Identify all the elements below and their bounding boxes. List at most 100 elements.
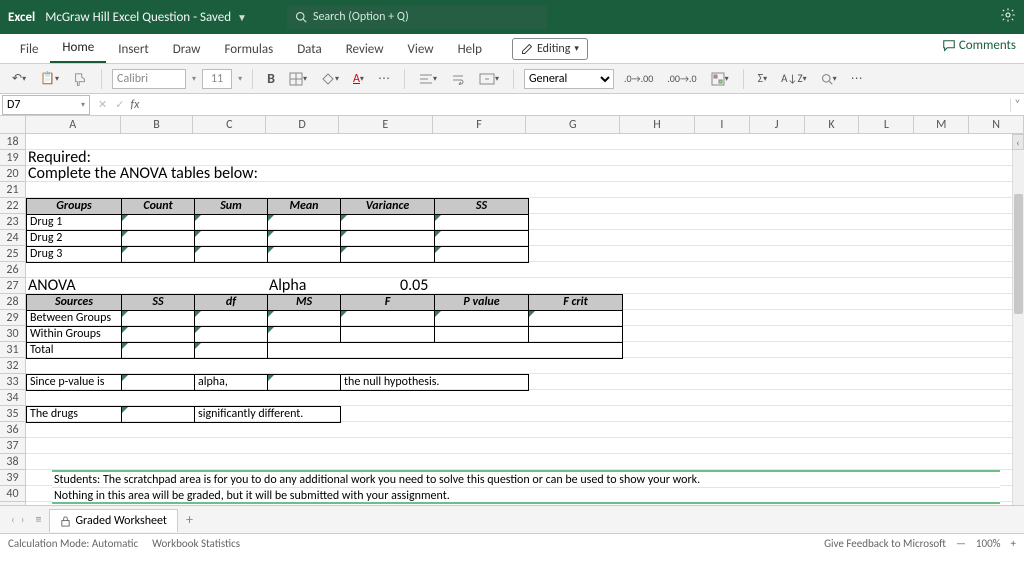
row-header[interactable]: 31 <box>0 342 26 358</box>
font-color-button[interactable]: A▾ <box>349 70 368 88</box>
fill-color-button[interactable]: ▾ <box>317 70 343 88</box>
zoom-in[interactable]: + <box>1011 537 1016 550</box>
column-header[interactable]: A <box>26 116 121 133</box>
table-cell[interactable] <box>268 311 341 327</box>
increase-decimal-button[interactable]: .00→.0 <box>663 70 700 87</box>
wrap-button[interactable] <box>447 71 469 87</box>
column-header[interactable]: K <box>805 116 860 133</box>
table-cell[interactable] <box>195 311 268 327</box>
formula-input[interactable] <box>145 95 1010 115</box>
calc-mode[interactable]: Calculation Mode: Automatic <box>8 537 138 550</box>
merge-button[interactable]: ▾ <box>475 71 503 87</box>
row-header[interactable]: 41 <box>0 502 26 505</box>
row-header[interactable]: 36 <box>0 422 26 438</box>
table-cell[interactable] <box>268 375 341 391</box>
tab-insert[interactable]: Insert <box>106 36 161 63</box>
find-button[interactable]: ▾ <box>817 71 841 87</box>
comments-button[interactable]: Comments <box>942 38 1016 53</box>
table-cell[interactable] <box>435 327 529 343</box>
borders-button[interactable]: ▾ <box>285 70 311 88</box>
table-cell[interactable] <box>122 231 195 247</box>
row-header[interactable]: 19 <box>0 150 26 166</box>
column-header[interactable]: D <box>266 116 339 133</box>
column-header[interactable]: M <box>914 116 969 133</box>
editing-mode-button[interactable]: Editing▾ <box>512 38 588 60</box>
row-header[interactable]: 32 <box>0 358 26 374</box>
row-header[interactable]: 26 <box>0 262 26 278</box>
table-cell[interactable] <box>341 215 435 231</box>
table-cell[interactable] <box>435 215 529 231</box>
column-header[interactable]: F <box>433 116 527 133</box>
row-header[interactable]: 28 <box>0 294 26 310</box>
number-format-select[interactable]: General <box>524 69 614 89</box>
row-header[interactable]: 34 <box>0 390 26 406</box>
font-size-input[interactable] <box>202 69 232 89</box>
fx-icon[interactable]: fx <box>130 98 139 112</box>
row-header[interactable]: 25 <box>0 246 26 262</box>
doc-name[interactable]: McGraw Hill Excel Question - Saved <box>45 10 231 25</box>
row-header[interactable]: 33 <box>0 374 26 390</box>
row-header[interactable]: 20 <box>0 166 26 182</box>
row-header[interactable]: 39 <box>0 470 26 486</box>
conditional-format-button[interactable]: ▾ <box>707 70 733 88</box>
sheet-tab[interactable]: Graded Worksheet <box>49 509 177 532</box>
row-header[interactable]: 21 <box>0 182 26 198</box>
table-cell[interactable] <box>529 311 623 327</box>
tab-review[interactable]: Review <box>334 36 396 63</box>
gear-icon[interactable] <box>1000 7 1016 27</box>
expand-formula-bar[interactable]: ˅ <box>1010 98 1024 112</box>
row-header[interactable]: 40 <box>0 486 26 502</box>
sheet-nav-prev[interactable]: ‹ <box>11 513 15 526</box>
table-cell[interactable] <box>195 215 268 231</box>
column-header[interactable]: H <box>620 116 695 133</box>
tab-data[interactable]: Data <box>285 36 334 63</box>
table-cell[interactable] <box>341 311 435 327</box>
undo-button[interactable]: ↶▾ <box>8 69 30 88</box>
table-cell[interactable] <box>122 375 195 391</box>
table-cell[interactable] <box>268 247 341 263</box>
table-cell[interactable]: Drug 1 <box>27 215 122 231</box>
row-header[interactable]: 30 <box>0 326 26 342</box>
table-cell[interactable] <box>268 231 341 247</box>
row-header[interactable]: 18 <box>0 134 26 150</box>
column-header[interactable]: E <box>339 116 433 133</box>
table-cell[interactable]: Drug 3 <box>27 247 122 263</box>
sheet-nav-next[interactable]: › <box>21 513 25 526</box>
column-header[interactable]: L <box>859 116 914 133</box>
table-cell[interactable]: Within Groups <box>27 327 122 343</box>
autosum-button[interactable]: Σ▾ <box>754 70 772 88</box>
column-header[interactable]: C <box>193 116 266 133</box>
table-cell[interactable] <box>268 215 341 231</box>
tab-file[interactable]: File <box>8 36 50 63</box>
row-header[interactable]: 22 <box>0 198 26 214</box>
table-cell[interactable] <box>195 327 268 343</box>
add-sheet-button[interactable]: + <box>186 511 193 528</box>
vertical-scrollbar[interactable] <box>1012 134 1024 505</box>
more-font-button[interactable]: ⋯ <box>374 69 394 88</box>
table-cell[interactable] <box>341 327 435 343</box>
table-cell[interactable] <box>122 343 195 359</box>
row-header[interactable]: 29 <box>0 310 26 326</box>
zoom-level[interactable]: 100% <box>976 537 1001 550</box>
column-header[interactable]: J <box>750 116 805 133</box>
table-cell[interactable] <box>341 247 435 263</box>
row-header[interactable]: 38 <box>0 454 26 470</box>
tab-formulas[interactable]: Formulas <box>212 36 285 63</box>
workbook-stats[interactable]: Workbook Statistics <box>152 537 240 550</box>
table-cell[interactable] <box>341 231 435 247</box>
paste-button[interactable]: 📋▾ <box>36 69 63 88</box>
table-cell[interactable] <box>435 311 529 327</box>
table-cell[interactable] <box>122 311 195 327</box>
more-button[interactable]: ⋯ <box>847 69 867 88</box>
table-cell[interactable]: Drug 2 <box>27 231 122 247</box>
column-header[interactable]: I <box>695 116 750 133</box>
table-cell[interactable] <box>435 231 529 247</box>
bold-button[interactable]: B <box>263 68 279 89</box>
table-cell[interactable] <box>122 215 195 231</box>
table-cell[interactable] <box>195 343 268 359</box>
name-box[interactable]: D7▾ <box>2 95 90 115</box>
column-header[interactable]: B <box>121 116 194 133</box>
chevron-down-icon[interactable]: ▼ <box>237 11 247 24</box>
table-cell[interactable] <box>529 327 623 343</box>
table-cell[interactable]: Between Groups <box>27 311 122 327</box>
